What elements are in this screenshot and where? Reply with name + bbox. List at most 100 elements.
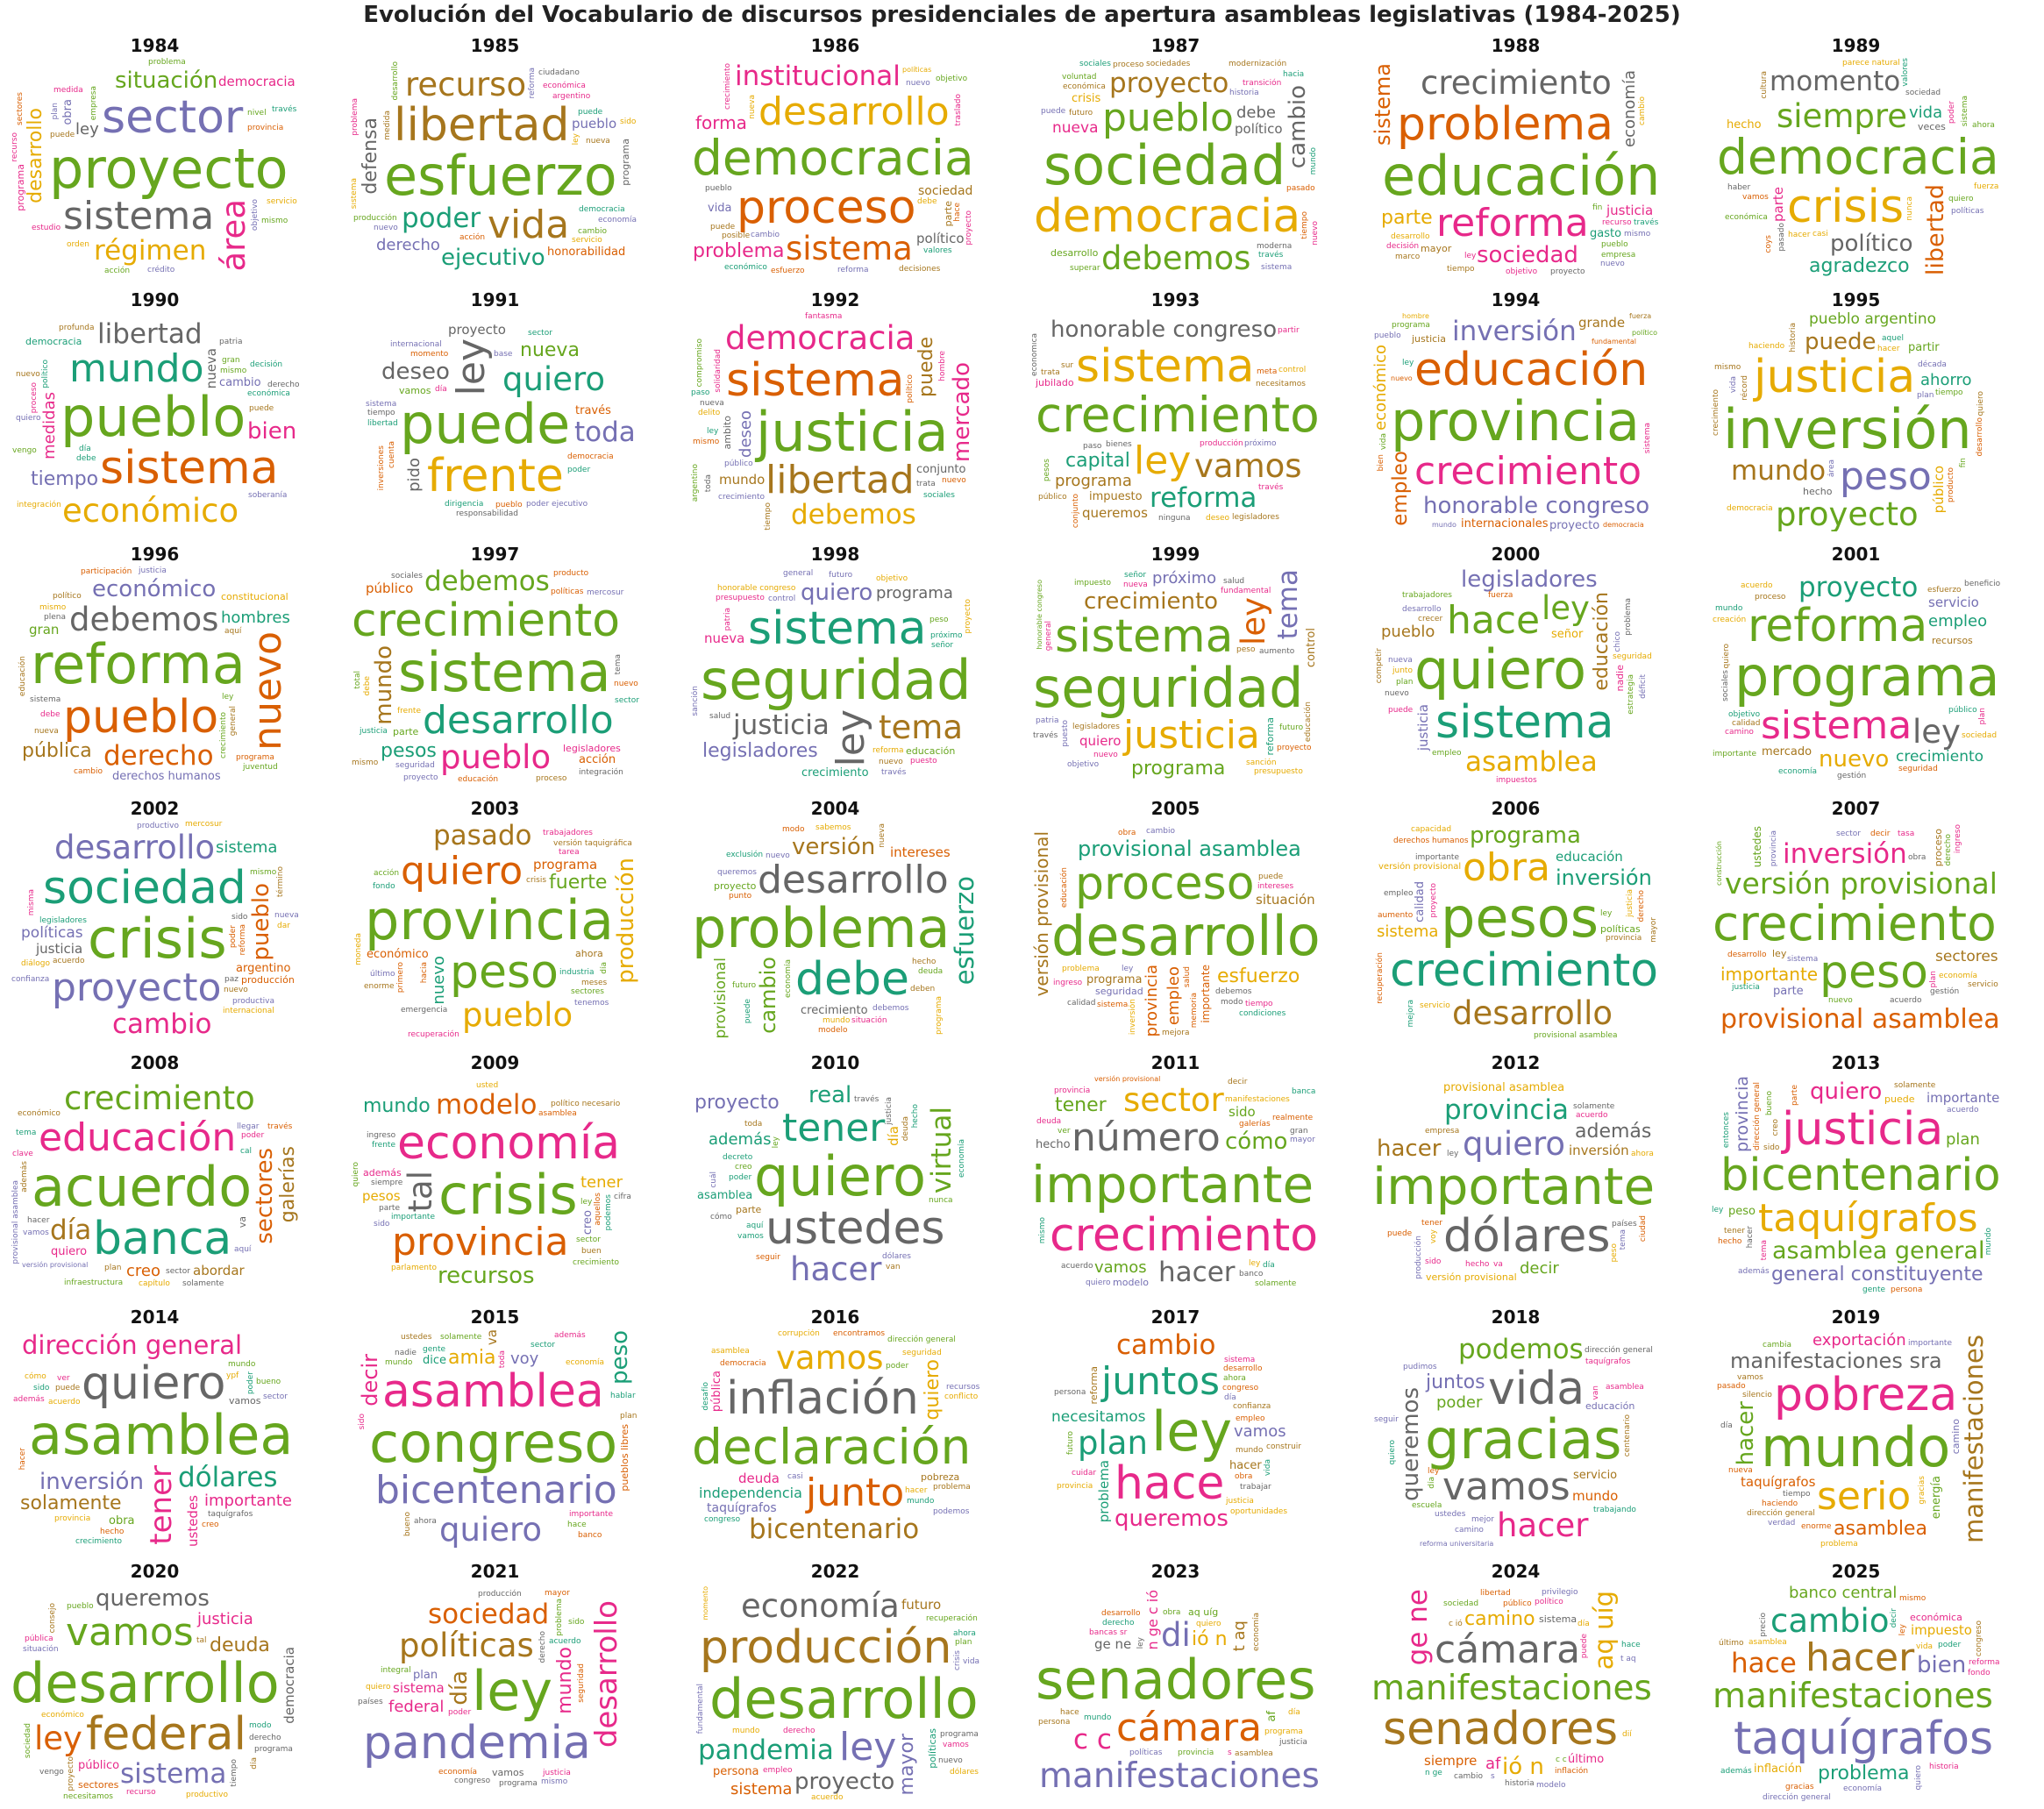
- word-ahora: ahora: [1972, 121, 1995, 130]
- word-tema: tema: [1760, 1240, 1769, 1261]
- word-agradezco: agradezco: [1809, 255, 1910, 277]
- wordcloud-panel-1989: 1989 democracia crisis libertad siempre momen…: [1705, 33, 2007, 279]
- word-dia: día: [435, 385, 447, 394]
- word-direccion-general: dirección general: [1753, 1082, 1762, 1150]
- word-acuerdo: acuerdo: [1741, 581, 1773, 590]
- word-vida: vida: [963, 1657, 980, 1666]
- word-justicia: justicia: [1412, 333, 1446, 345]
- word-educacion: educación: [1414, 344, 1649, 396]
- word-condiciones: condiciones: [1239, 1009, 1286, 1018]
- word-provincia: provincia: [1770, 830, 1778, 867]
- word-hacer: hacer: [1158, 1257, 1236, 1288]
- word-economico: económico: [1371, 345, 1390, 431]
- word-hacer: hacer: [18, 1448, 27, 1471]
- word-gran: gran: [1290, 1127, 1308, 1136]
- word-puede: puede: [578, 108, 603, 117]
- word-vamos: vamos: [492, 1767, 524, 1778]
- word-solamente: solamente: [182, 1279, 224, 1288]
- word-asamblea: asamblea: [697, 1189, 753, 1202]
- word-derecho: derecho: [1944, 834, 1953, 866]
- word-pandemia: pandemia: [698, 1734, 834, 1766]
- word-di: di: [1161, 1616, 1191, 1654]
- word-siempre: siempre: [371, 1179, 403, 1187]
- word-sistema: sistema: [1961, 96, 1969, 127]
- word-problema: problema: [1624, 598, 1633, 636]
- word-traves: través: [1033, 731, 1058, 740]
- word-mundo: mundo: [554, 1647, 576, 1714]
- word-decisiones: decisiones: [899, 265, 941, 274]
- word-sistema: sistema: [748, 602, 927, 655]
- word-cuenta: cuenta: [388, 441, 396, 468]
- word-economia: economía: [566, 1358, 604, 1367]
- word-justicia: justicia: [197, 1610, 253, 1628]
- word-veces: veces: [1918, 121, 1946, 132]
- word-abordar: abordar: [193, 1263, 245, 1278]
- word-construccion: construcción: [1715, 841, 1723, 887]
- word-plena: plena: [44, 613, 66, 622]
- word-ademas: además: [1575, 1121, 1652, 1143]
- word-medida: medida: [383, 110, 392, 140]
- word-ver: ver: [57, 1374, 70, 1383]
- word-mismo: mismo: [39, 603, 67, 612]
- word-creo: creo: [202, 1521, 219, 1529]
- word-poder: poder: [729, 1173, 752, 1182]
- word-paises: países: [1612, 1220, 1637, 1229]
- word-publico: público: [78, 1759, 120, 1772]
- word-recurso: recurso: [126, 1788, 156, 1797]
- word-desarrollo: desarrollo: [423, 698, 614, 743]
- word-dia: día: [1224, 1393, 1236, 1402]
- word-trata: trata: [1041, 368, 1060, 377]
- word-compromiso: compromiso: [695, 338, 704, 388]
- word-ultimo: último: [1719, 1639, 1744, 1648]
- word-politico: político: [1535, 1598, 1563, 1606]
- word-mundo: mundo: [907, 1497, 935, 1506]
- word-deseo: deseo: [381, 359, 450, 385]
- word-serio: serio: [1817, 1474, 1912, 1519]
- word-sociales: sociales: [1721, 670, 1730, 702]
- word-manifestaciones: manifestaciones: [1713, 1677, 1993, 1716]
- word-historia: historia: [1229, 89, 1259, 97]
- word-crecimiento: crecimiento: [1421, 64, 1612, 102]
- word-sociedad: sociedad: [1477, 242, 1578, 268]
- word-peso: peso: [929, 616, 949, 624]
- word-economico: económico: [724, 263, 767, 272]
- word-direccion-general: dirección general: [1585, 1346, 1653, 1355]
- word-traves: través: [575, 404, 611, 417]
- word-economia: economía: [598, 216, 637, 224]
- word-libertad: libertad: [766, 458, 915, 502]
- word-pueblo: pueblo: [67, 1602, 94, 1611]
- word-poder: poder: [448, 1708, 472, 1717]
- word-tiempo: tiempo: [1300, 211, 1309, 239]
- word-participacion: participación: [81, 567, 132, 576]
- word-necesitamos: necesitamos: [63, 1792, 113, 1801]
- word-seguridad: seguridad: [1095, 986, 1143, 997]
- word-va: va: [1493, 1260, 1503, 1269]
- word-patria: patria: [219, 338, 243, 346]
- word-trata: trata: [916, 480, 936, 488]
- word-escuela: escuela: [1412, 1501, 1442, 1510]
- word-servicio: servicio: [572, 236, 602, 245]
- panel-year-label: 2019: [1831, 1307, 1881, 1328]
- word-derecho: derecho: [1637, 890, 1646, 922]
- word-dia: día: [1428, 1477, 1436, 1489]
- word-seguridad: seguridad: [1033, 656, 1304, 720]
- word-proyecto: proyecto: [1549, 519, 1600, 531]
- word-educacion: educación: [1585, 1400, 1635, 1412]
- word-problema: problema: [351, 98, 360, 136]
- word-seguridad: seguridad: [1613, 652, 1652, 661]
- word-pesos: pesos: [362, 1188, 401, 1204]
- word-ingreso: ingreso: [367, 1131, 396, 1140]
- word-ley: ley: [772, 1136, 780, 1149]
- word-economia: economía: [1252, 1613, 1261, 1651]
- word-importante: importante: [1415, 853, 1460, 862]
- word-momento: momento: [702, 1586, 709, 1620]
- word-nuevo: nuevo: [1391, 374, 1413, 382]
- word-ley: ley: [1542, 589, 1590, 627]
- word-junto: junto: [806, 1471, 905, 1515]
- word-puede: puede: [744, 999, 752, 1024]
- word-integral: integral: [381, 1666, 411, 1675]
- word-sistema: sistema: [730, 1780, 793, 1798]
- word-queremos: queremos: [1082, 505, 1148, 521]
- word-reforma: reforma: [1748, 600, 1928, 652]
- word-manifestaciones-sra: manifestaciones sra: [1730, 1349, 1942, 1373]
